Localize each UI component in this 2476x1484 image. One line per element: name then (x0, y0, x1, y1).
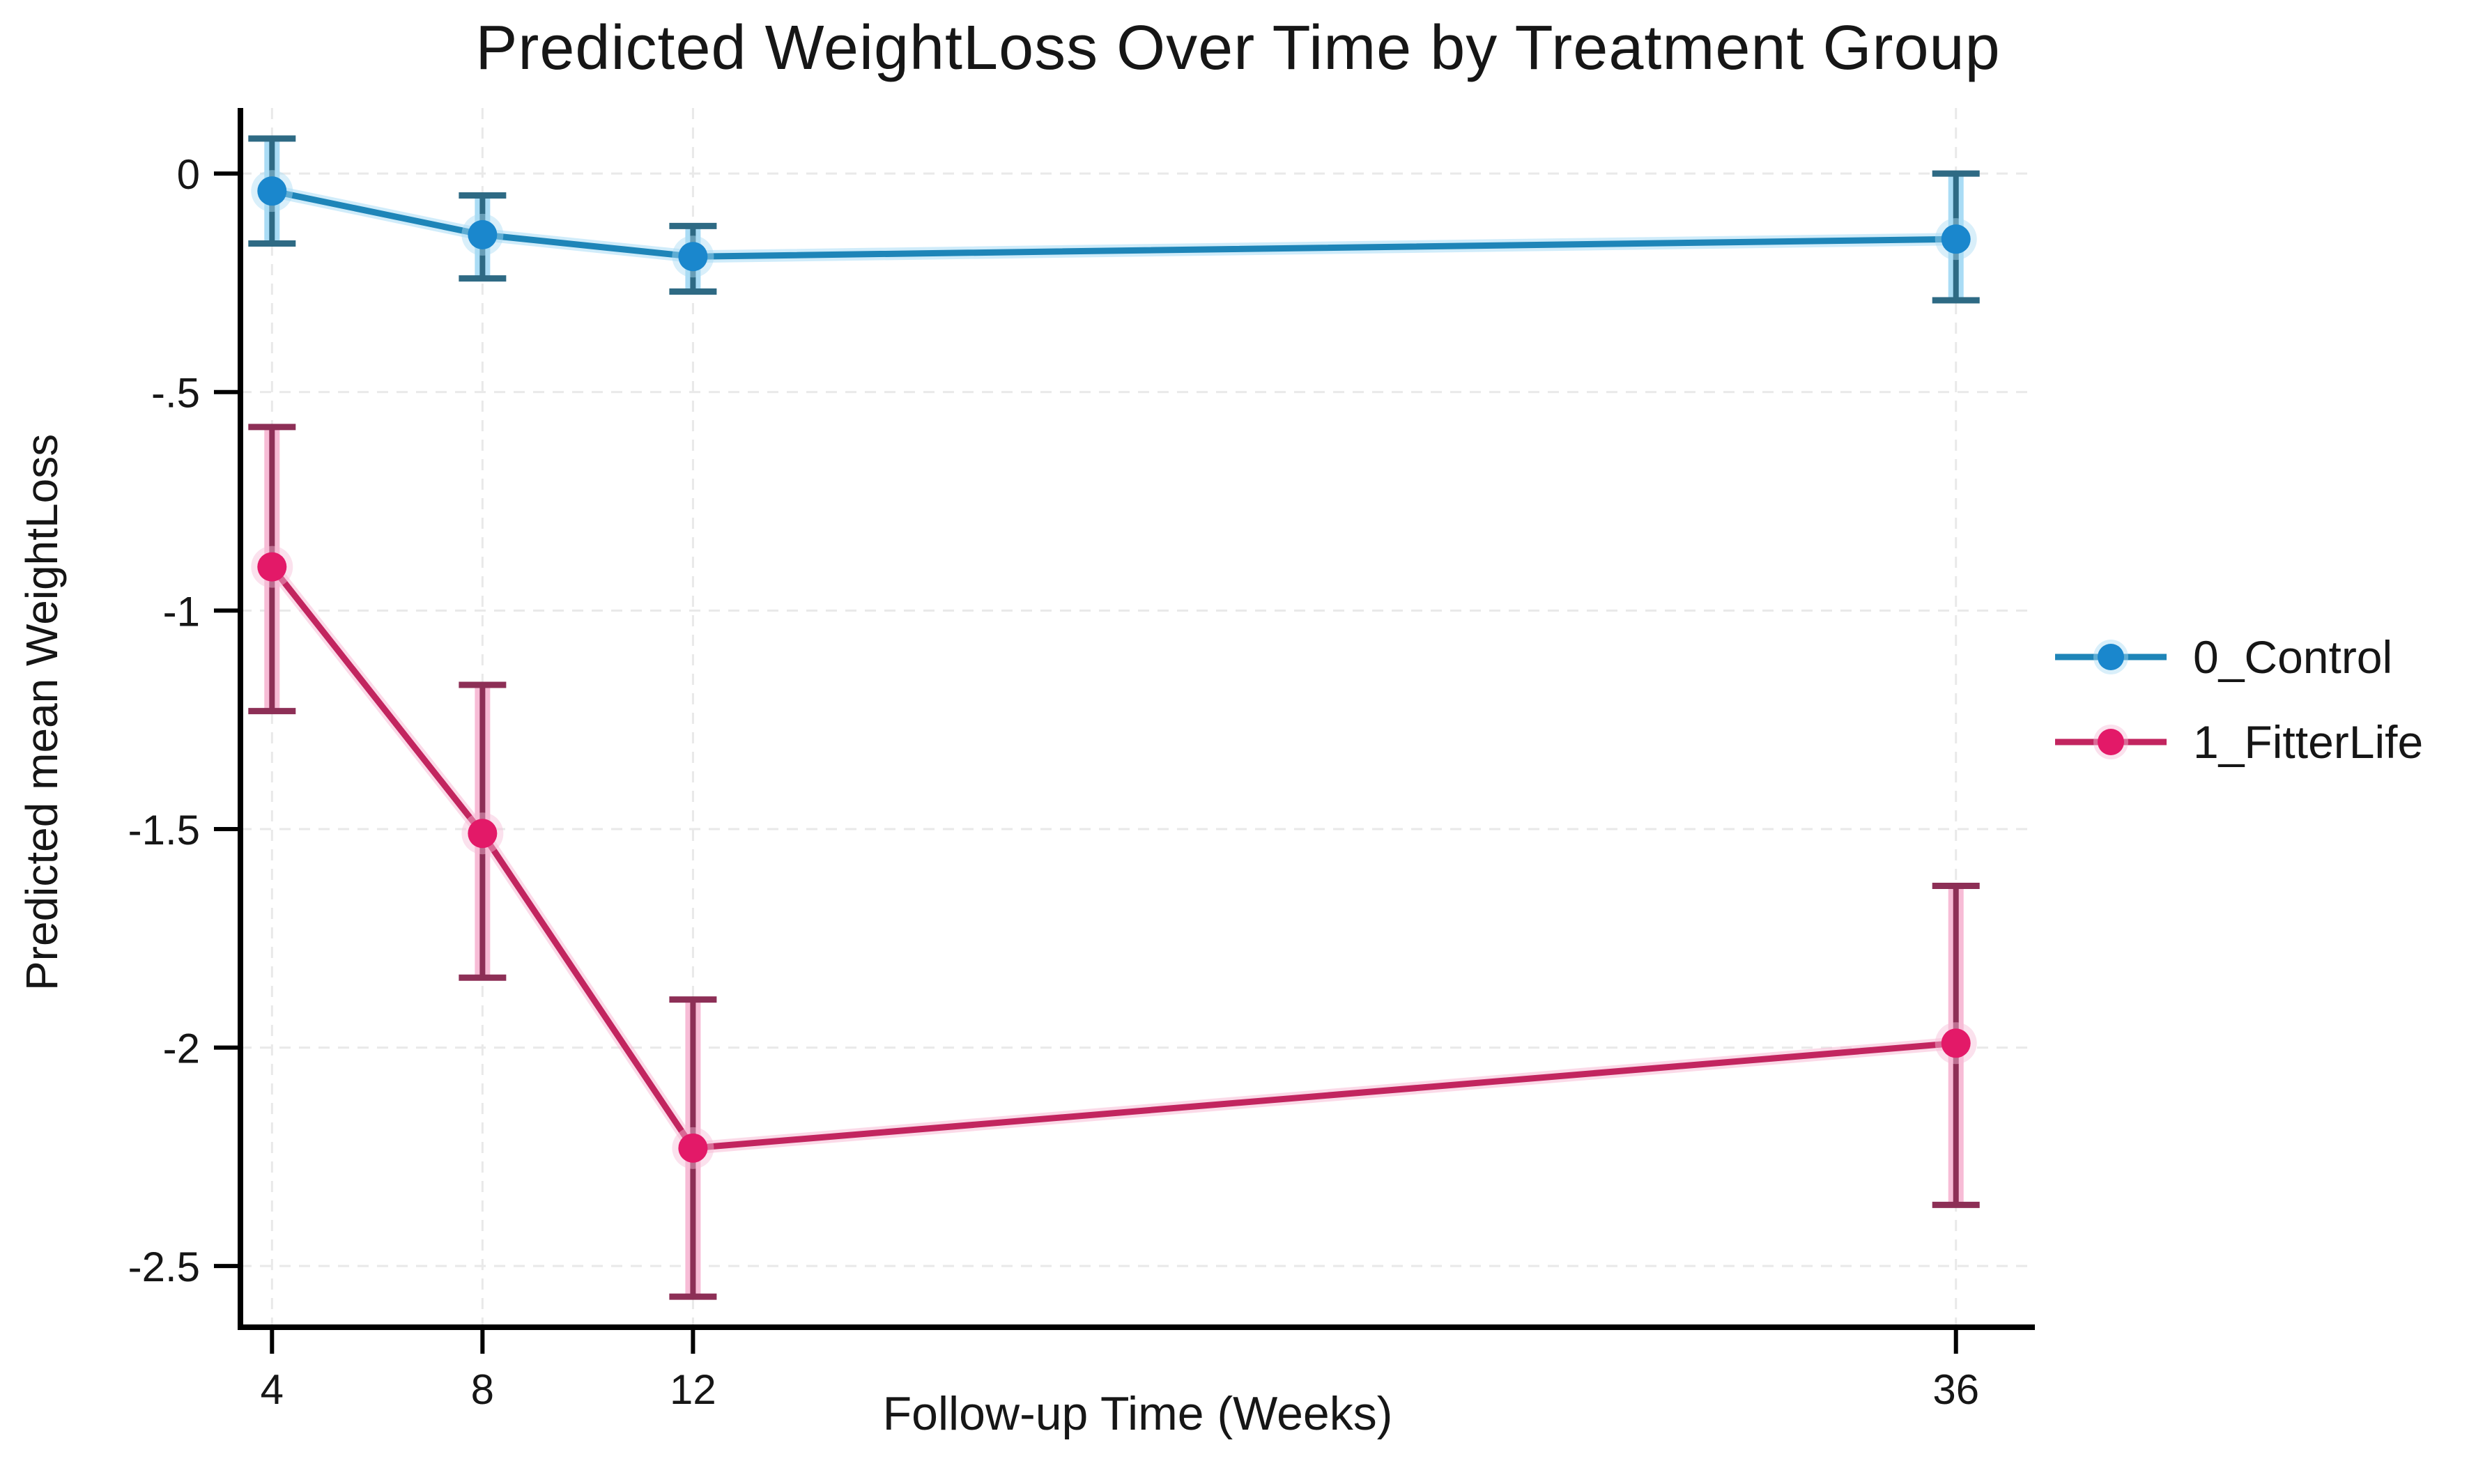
legend: 0_Control 1_FitterLife (2052, 631, 2423, 768)
chart-title: Predicted WeightLoss Over Time by Treatm… (475, 13, 2001, 83)
data-point-marker (257, 552, 287, 582)
x-tick-label: 36 (1932, 1366, 1979, 1413)
y-tick-label: -1.5 (128, 807, 200, 853)
y-tick-label: -2 (163, 1026, 200, 1072)
legend-line-marker-icon (2055, 640, 2167, 674)
legend-label-fitterlife: 1_FitterLife (2193, 716, 2424, 768)
series-line (269, 564, 1957, 1152)
y-tick-label: -.5 (151, 370, 200, 417)
x-tick-label: 8 (471, 1366, 494, 1413)
data-point-marker (468, 819, 498, 849)
x-axis-title: Follow-up Time (Weeks) (882, 1387, 1393, 1440)
series-line (271, 187, 1956, 260)
y-tick-label: -2.5 (128, 1244, 200, 1290)
data-point-marker (678, 242, 708, 272)
data-point-marker (1941, 224, 1971, 254)
data-point-marker (678, 1133, 708, 1163)
data-point-marker (257, 176, 287, 206)
legend-item-fitterlife: 1_FitterLife (2052, 716, 2423, 768)
series-line-halo (270, 185, 1956, 263)
series-line-halo (267, 563, 1957, 1155)
data-point-marker (1941, 1028, 1971, 1058)
legend-item-control: 0_Control (2052, 631, 2423, 683)
y-tick-label: 0 (177, 151, 200, 198)
legend-label-control: 0_Control (2193, 631, 2393, 683)
data-point-marker (468, 219, 498, 249)
legend-line-marker-icon (2055, 725, 2167, 759)
x-tick-label: 12 (670, 1366, 716, 1413)
y-tick-label: -1 (163, 588, 200, 635)
x-tick-label: 4 (261, 1366, 284, 1413)
